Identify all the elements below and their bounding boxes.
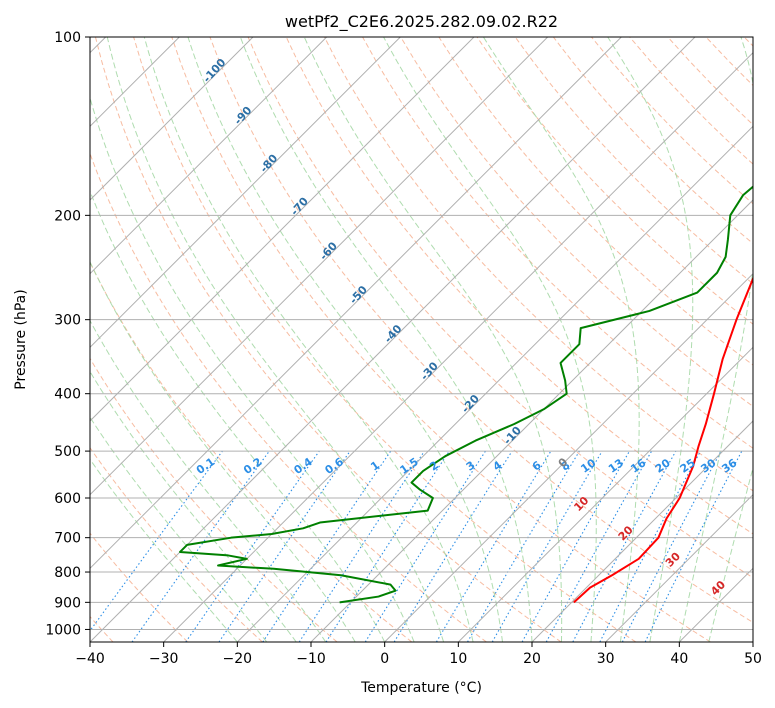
mixing-ratio-line	[90, 450, 223, 632]
dry-adiabat-line	[171, 37, 711, 642]
mixing-ratio-line	[521, 450, 630, 642]
y-tick-label: 1000	[45, 622, 81, 638]
y-axis-title: Pressure (hPa)	[13, 289, 29, 389]
moist-adiabat-line	[607, 37, 694, 642]
isotherm-line	[90, 37, 328, 275]
chart-title: wetPf2_C2E6.2025.282.09.02.R22	[285, 12, 558, 32]
y-tick-label: 100	[54, 30, 81, 46]
moist-adiabat-line	[90, 370, 297, 642]
mixing-ratio-line	[325, 450, 450, 642]
dewpoint-profile-line	[179, 185, 753, 604]
moist-adiabat-line	[187, 37, 504, 642]
y-tick-label: 200	[54, 208, 81, 224]
moist-adiabat-line	[90, 416, 268, 642]
moist-adiabat-line	[90, 260, 356, 642]
plot-frame	[89, 36, 754, 643]
mixing-ratio-line	[545, 450, 653, 642]
isotherm-line	[236, 125, 753, 642]
mixing-ratio-line	[131, 450, 270, 642]
x-tick-label: −10	[296, 651, 326, 667]
isotherm-line	[384, 272, 753, 642]
dry-adiabat-line	[247, 37, 753, 579]
isotherm-line	[531, 420, 753, 642]
x-tick-label: 0	[380, 651, 389, 667]
plot-background	[90, 37, 753, 642]
isotherm-line	[457, 346, 753, 642]
mixing-ratio-line	[218, 450, 351, 642]
y-tick-label: 500	[54, 444, 81, 460]
temperature-profile-line	[573, 275, 753, 604]
x-tick-label: −40	[75, 651, 105, 667]
dry-adiabat-line	[514, 37, 753, 285]
mixing-ratio-line	[644, 450, 743, 642]
y-tick-label: 400	[54, 387, 81, 403]
moist-adiabat-line	[239, 37, 533, 642]
moist-adiabat-line	[303, 37, 563, 642]
isotherm-line	[90, 37, 549, 496]
moist-adiabat-line	[678, 37, 753, 642]
moist-adiabat-line	[90, 458, 238, 642]
x-tick-label: −20	[223, 651, 253, 667]
isotherm-line	[752, 641, 753, 642]
moist-adiabat-line	[383, 37, 597, 642]
moist-adiabat-line	[143, 37, 474, 642]
dry-adiabat-line	[90, 152, 487, 642]
isotherm-line	[605, 493, 753, 642]
y-tick-label: 300	[54, 313, 81, 329]
isotherm-line	[90, 37, 696, 642]
isotherm-line	[90, 37, 401, 349]
moist-adiabat-line	[482, 37, 640, 642]
x-tick-label: 20	[523, 651, 541, 667]
mixing-ratio-line	[393, 450, 513, 642]
isotherm-line	[90, 37, 475, 422]
dry-adiabat-line	[94, 37, 562, 642]
y-tick-label: 800	[54, 565, 81, 581]
y-tick-label: 700	[54, 531, 81, 547]
mixing-ratio-line	[185, 450, 320, 642]
x-tick-label: 30	[597, 651, 615, 667]
x-tick-label: −30	[149, 651, 179, 667]
x-tick-label: 40	[670, 651, 688, 667]
dry-adiabat-line	[400, 37, 753, 408]
x-tick-label: 50	[744, 651, 762, 667]
isotherm-line	[310, 199, 753, 642]
mixing-ratio-line	[262, 450, 392, 642]
isotherm-line	[163, 51, 753, 642]
plot-content: 0.1 0.2 0.4 0.6 1 1.5 2 3 4 6 8 10 13 16 20 25 30 36-100-…	[90, 37, 753, 642]
dry-adiabat-line	[323, 37, 753, 492]
moist-adiabat-line	[106, 37, 445, 642]
y-tick-label: 600	[54, 491, 81, 507]
dry-adiabat-line	[90, 357, 338, 642]
isotherm-line	[90, 37, 622, 570]
mixing-ratio-line	[298, 450, 425, 642]
x-tick-label: 10	[449, 651, 467, 667]
isotherm-line	[90, 37, 254, 201]
x-axis-title: Temperature (°C)	[360, 680, 482, 696]
dry-adiabat-line	[438, 37, 753, 366]
dry-adiabat-line	[90, 446, 263, 642]
mixing-ratio-line	[572, 450, 677, 642]
dry-adiabat-line	[209, 37, 753, 624]
y-tick-label: 900	[54, 595, 81, 611]
dry-adiabat-line	[90, 532, 189, 642]
